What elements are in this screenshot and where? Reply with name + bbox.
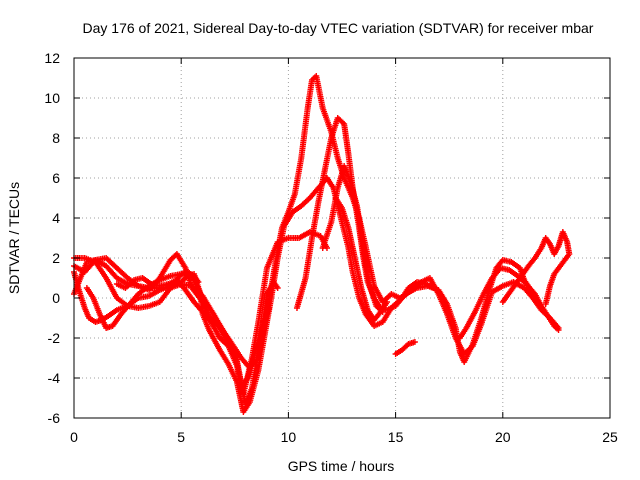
grid [74,58,610,418]
x-tick-label: 15 [388,429,404,445]
x-tick-label: 20 [495,429,511,445]
x-tick-label: 0 [70,429,78,445]
series-arc-g [293,115,438,313]
x-axis-label: GPS time / hours [288,458,395,474]
series-arc-e [83,269,202,331]
series-arc-j [392,339,418,357]
data-point [266,305,273,311]
series-arc-h [319,163,386,315]
series-arc-i [332,195,391,323]
x-tick-label: 10 [281,429,297,445]
y-tick-label: 2 [52,250,60,266]
data-point [339,119,346,126]
data-point [555,327,562,333]
y-tick-label: -2 [48,330,61,346]
data-point [411,339,418,345]
y-axis-label: SDTVAR / TECUs [6,182,22,294]
data-points [71,73,573,415]
data-point [542,301,549,307]
series-arc-l [499,229,573,307]
series-arc-b [71,73,562,371]
y-tick-label: 8 [52,130,60,146]
data-point [195,279,202,285]
x-tick-label: 25 [602,429,618,445]
y-tick-label: -6 [48,410,61,426]
plot-frame [73,57,611,419]
y-tick-label: -4 [48,370,61,386]
y-tick-label: 0 [52,290,60,306]
chart-title: Day 176 of 2021, Sidereal Day-to-day VTE… [83,20,594,36]
y-tick-label: 10 [44,90,60,106]
series-arc-f [113,275,273,391]
y-tick-label: 4 [52,210,60,226]
axis-ticks: 0 5 10 15 20 25 -6 -4 -2 0 2 4 6 8 10 12 [44,50,618,445]
y-tick-label: 12 [44,50,60,66]
data-point [431,285,438,291]
data-point [384,299,391,305]
x-tick-label: 5 [177,429,185,445]
y-tick-label: 6 [52,170,60,186]
